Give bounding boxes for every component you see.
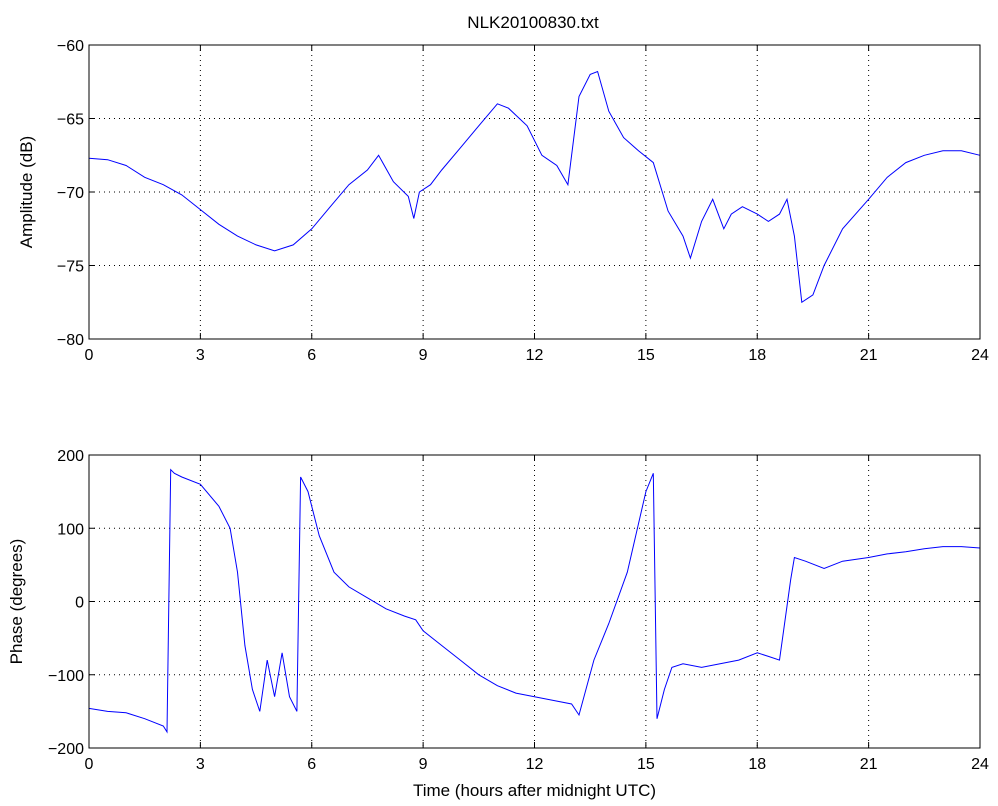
- amplitude-x-ticks: 0 3 6 9 12 15 18 21 24: [85, 45, 989, 364]
- phase-x-tick-label: 15: [637, 756, 655, 773]
- phase-x-tick-label: 9: [419, 756, 428, 773]
- amplitude-y-axis-label: Amplitude (dB): [17, 136, 36, 248]
- amplitude-y-ticks: −80 −75 −70 −65 −60: [57, 38, 980, 349]
- phase-x-tick-label: 18: [748, 756, 766, 773]
- phase-y-tick-label: 100: [57, 521, 84, 538]
- phase-series-line: [88, 468, 981, 734]
- amplitude-y-tick-label: −65: [57, 112, 84, 129]
- amplitude-y-tick-label: −60: [57, 38, 84, 55]
- phase-x-tick-label: 6: [307, 756, 316, 773]
- phase-x-tick-label: 3: [196, 756, 205, 773]
- amplitude-x-tick-label: 0: [85, 347, 94, 364]
- amplitude-y-tick-label: −75: [57, 259, 84, 276]
- phase-y-axis-label: Phase (degrees): [7, 539, 26, 665]
- phase-y-ticks: −200 −100 0 100 200: [48, 448, 980, 758]
- phase-y-tick-label: −200: [48, 741, 84, 758]
- amplitude-y-tick-label: −80: [57, 332, 84, 349]
- amplitude-x-tick-label: 12: [526, 347, 544, 364]
- phase-x-tick-label: 12: [526, 756, 544, 773]
- phase-x-axis-label: Time (hours after midnight UTC): [413, 781, 656, 800]
- phase-x-tick-label: 21: [860, 756, 878, 773]
- amplitude-x-tick-label: 3: [196, 347, 205, 364]
- amplitude-x-tick-label: 24: [971, 347, 989, 364]
- figure-title: NLK20100830.txt: [467, 13, 599, 32]
- amplitude-x-tick-label: 18: [748, 347, 766, 364]
- phase-y-tick-label: 0: [75, 595, 84, 612]
- amplitude-x-tick-label: 6: [307, 347, 316, 364]
- phase-grid: [89, 455, 980, 748]
- amplitude-x-tick-label: 21: [860, 347, 878, 364]
- amplitude-x-tick-label: 9: [419, 347, 428, 364]
- phase-y-tick-label: −100: [48, 668, 84, 685]
- phase-y-tick-label: 200: [57, 448, 84, 465]
- amplitude-series-line: [88, 70, 981, 304]
- amplitude-grid: [89, 45, 980, 339]
- amplitude-y-tick-label: −70: [57, 185, 84, 202]
- amplitude-plot: 0 3 6 9 12 15 18 21 24 −80 −75 −70 −65 −60 Amplitude…: [17, 38, 989, 364]
- phase-plot: 0 3 6 9 12 15 18 21 24 −200 −100 0 100 200 Phase (de…: [7, 448, 989, 800]
- phase-x-ticks: 0 3 6 9 12 15 18 21 24: [85, 455, 989, 773]
- phase-x-tick-label: 0: [85, 756, 94, 773]
- phase-x-tick-label: 24: [971, 756, 989, 773]
- amplitude-x-tick-label: 15: [637, 347, 655, 364]
